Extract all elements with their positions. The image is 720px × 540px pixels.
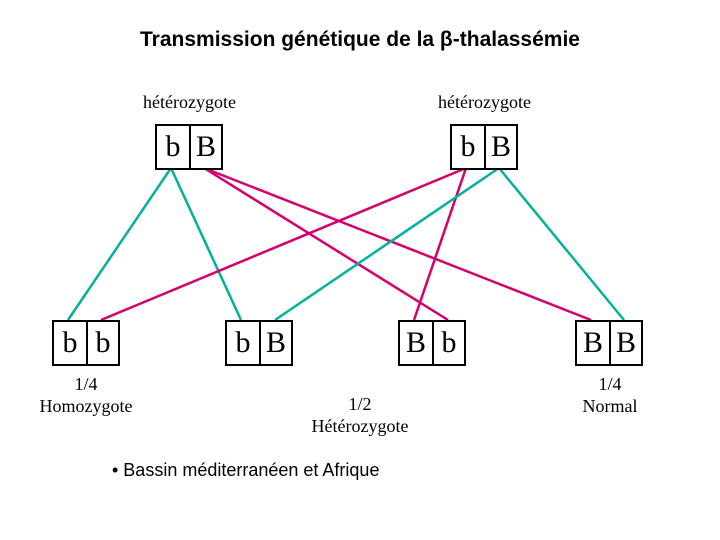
allele-cell: B [189, 126, 221, 168]
inheritance-line [171, 168, 241, 320]
allele-cell: B [259, 322, 291, 364]
child-4-genotype: B B [575, 320, 643, 366]
parent-right-genotype: b B [450, 124, 518, 170]
allele-cell: B [484, 126, 516, 168]
child-2-genotype: b B [225, 320, 293, 366]
allele-cell: b [157, 126, 189, 168]
inheritance-line [414, 168, 466, 320]
allele-cell: B [609, 322, 641, 364]
inheritance-line [499, 168, 624, 320]
inheritance-line [275, 168, 499, 320]
allele-cell: b [432, 322, 464, 364]
allele-cell: B [577, 322, 609, 364]
allele-cell: b [54, 322, 86, 364]
inheritance-line [204, 168, 591, 320]
child-1-genotype: b b [52, 320, 120, 366]
allele-cell: b [86, 322, 118, 364]
allele-cell: B [400, 322, 432, 364]
inheritance-lines [0, 0, 720, 540]
child-3-genotype: B b [398, 320, 466, 366]
allele-cell: b [227, 322, 259, 364]
parent-left-genotype: b B [155, 124, 223, 170]
allele-cell: b [452, 126, 484, 168]
